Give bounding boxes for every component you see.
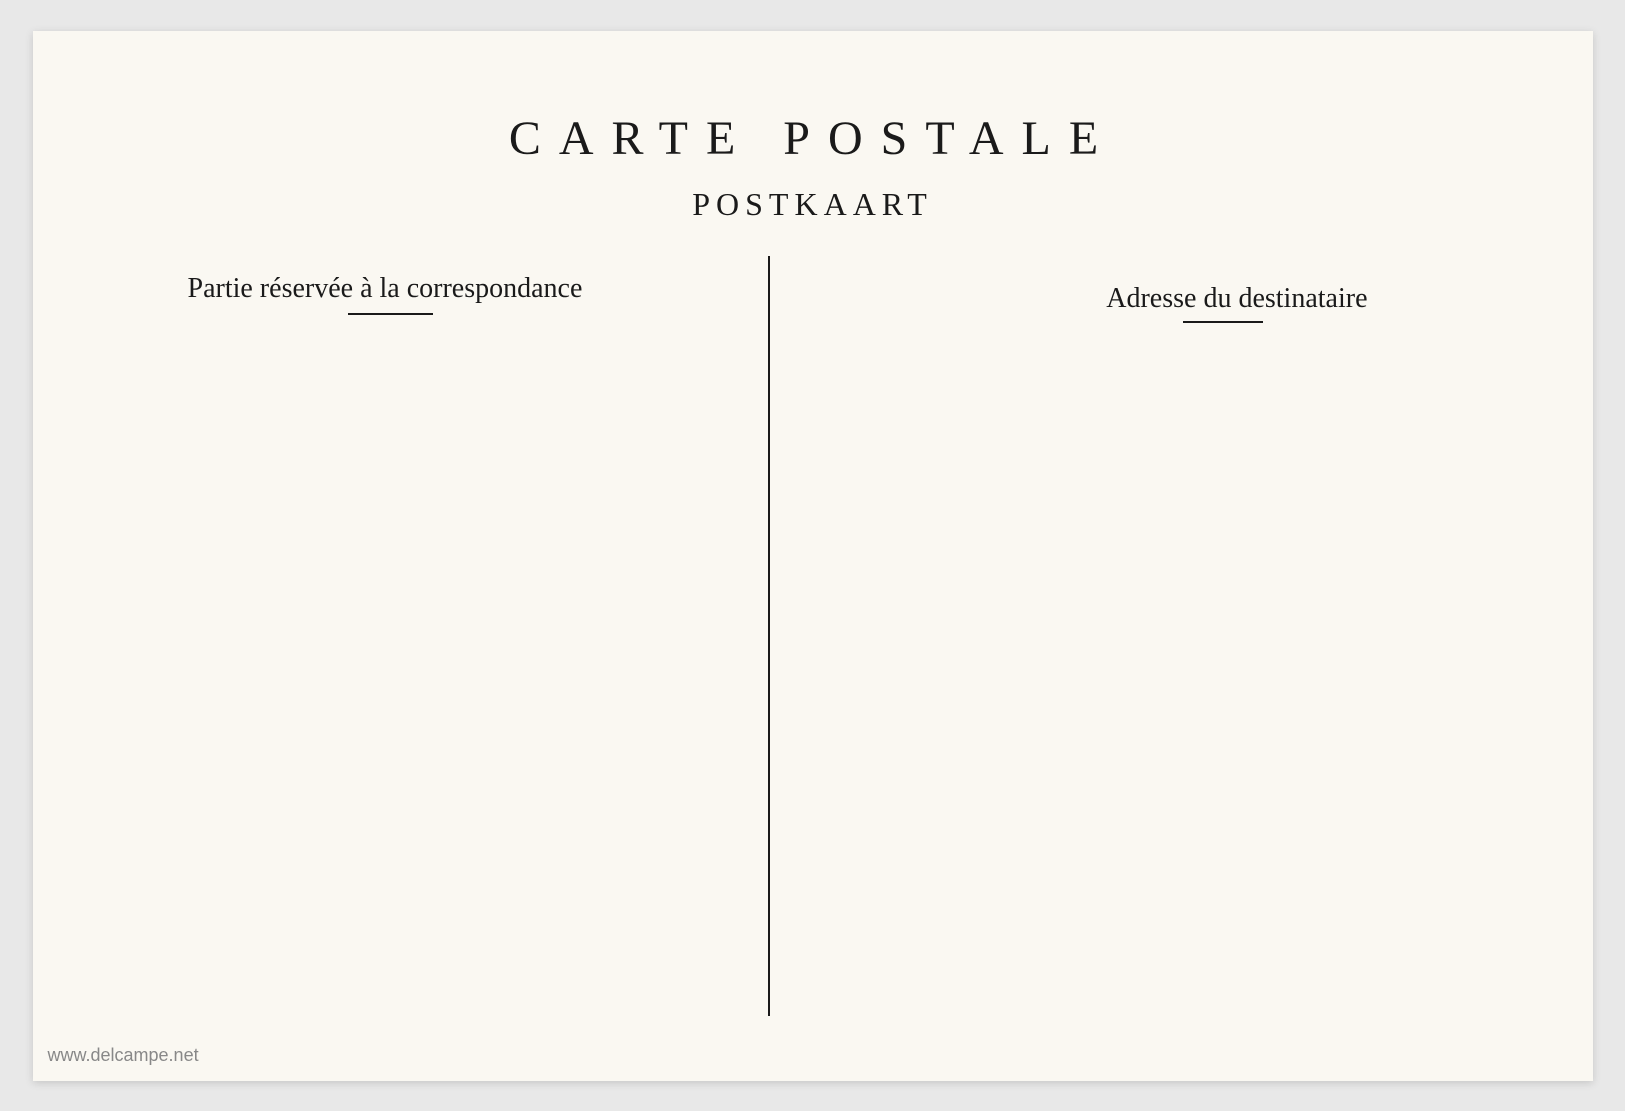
postcard-back: CARTE POSTALE POSTKAART Partie réservée … bbox=[33, 31, 1593, 1081]
watermark: www.delcampe.net bbox=[48, 1045, 199, 1066]
correspondence-label-underline bbox=[348, 313, 433, 315]
title-main: CARTE POSTALE bbox=[509, 111, 1116, 166]
address-label-underline bbox=[1183, 321, 1263, 323]
title-sub: POSTKAART bbox=[692, 186, 933, 223]
correspondence-section-label: Partie réservée à la correspondance bbox=[188, 273, 583, 305]
vertical-divider bbox=[768, 256, 770, 1016]
address-section-label: Adresse du destinataire bbox=[1106, 283, 1367, 315]
